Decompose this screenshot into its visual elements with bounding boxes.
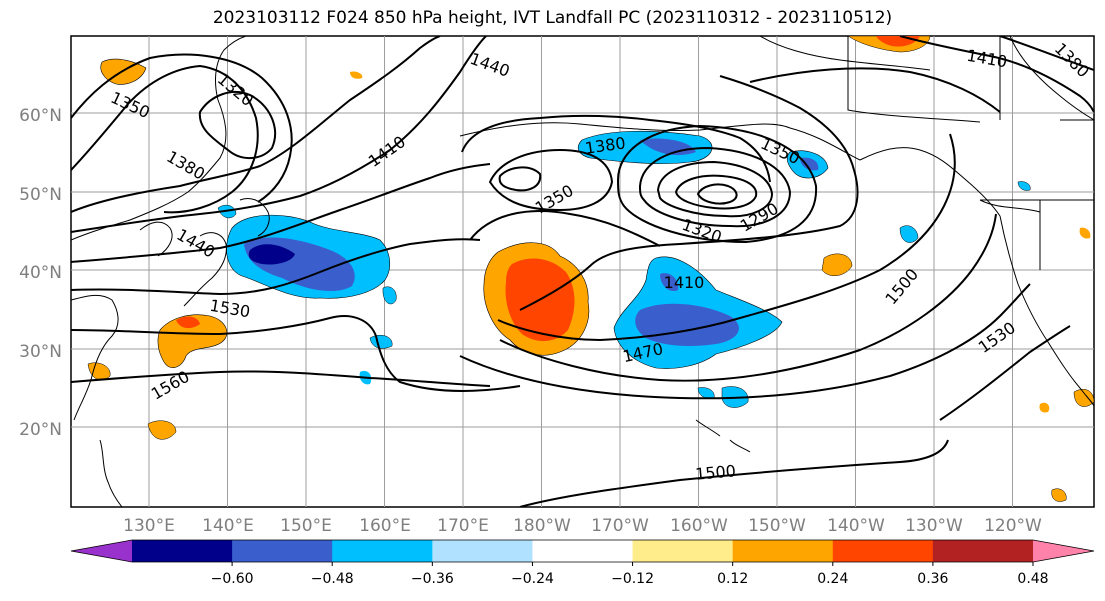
colorbar-tick-label: 0.48 — [1017, 571, 1048, 587]
colorbar-outline — [70, 539, 1095, 563]
colorbar-tick-label: 0.12 — [717, 571, 748, 587]
longitude-labels: 130°E 140°E 150°E 160°E 170°E 180°W 170°… — [123, 516, 1042, 536]
lat-label: 30°N — [19, 342, 62, 362]
lon-label: 150°W — [748, 516, 806, 536]
colorbar-segment — [932, 540, 1034, 562]
colorbar-segment — [532, 540, 634, 562]
colorbar — [70, 539, 1095, 563]
colorbar-tick-label: −0.60 — [211, 571, 254, 587]
ivt-negative-shading — [217, 130, 1031, 408]
lon-label: 120°W — [984, 516, 1042, 536]
colorbar-segment — [432, 540, 533, 562]
colorbar-extension-low — [71, 540, 132, 562]
lon-label: 140°E — [202, 516, 254, 536]
colorbar-segment — [832, 540, 934, 562]
lat-label: 50°N — [19, 185, 62, 205]
colorbar-segment — [732, 540, 834, 562]
colorbar-segment — [332, 540, 433, 562]
colorbar-tick-label: −0.36 — [411, 571, 454, 587]
colorbar-segment — [232, 540, 333, 562]
lon-label: 160°E — [359, 516, 411, 536]
coastlines — [71, 36, 1094, 507]
lon-label: 170°E — [437, 516, 489, 536]
map-title: 2023103112 F024 850 hPa height, IVT Land… — [212, 8, 893, 28]
colorbar-tick-label: −0.12 — [611, 571, 654, 587]
colorbar-ticks: −0.60 −0.48 −0.36 −0.24 −0.12 0.12 0.24 0.36 0.4… — [211, 562, 1049, 587]
lon-label: 180°W — [513, 516, 571, 536]
lon-label: 130°E — [123, 516, 175, 536]
lon-label: 150°E — [280, 516, 332, 536]
lon-label: 160°W — [670, 516, 728, 536]
colorbar-segment — [132, 540, 233, 562]
latitude-labels: 60°N 50°N 40°N 30°N 20°N — [19, 106, 62, 440]
colorbar-tick-label: 0.36 — [917, 571, 948, 587]
height-contours — [71, 36, 1094, 507]
colorbar-tick-label: −0.24 — [511, 571, 554, 587]
lat-label: 60°N — [19, 106, 62, 126]
lat-label: 40°N — [19, 263, 62, 283]
contour-label: 1500 — [694, 461, 736, 483]
lon-label: 140°W — [827, 516, 885, 536]
lat-label: 20°N — [19, 420, 62, 440]
colorbar-tick-label: −0.48 — [311, 571, 354, 587]
colorbar-extension-high — [1033, 540, 1094, 562]
lon-label: 130°W — [905, 516, 963, 536]
lon-label: 170°W — [591, 516, 649, 536]
colorbar-segment — [632, 540, 734, 562]
contour-label: 1410 — [664, 273, 705, 292]
colorbar-tick-label: 0.24 — [817, 571, 848, 587]
